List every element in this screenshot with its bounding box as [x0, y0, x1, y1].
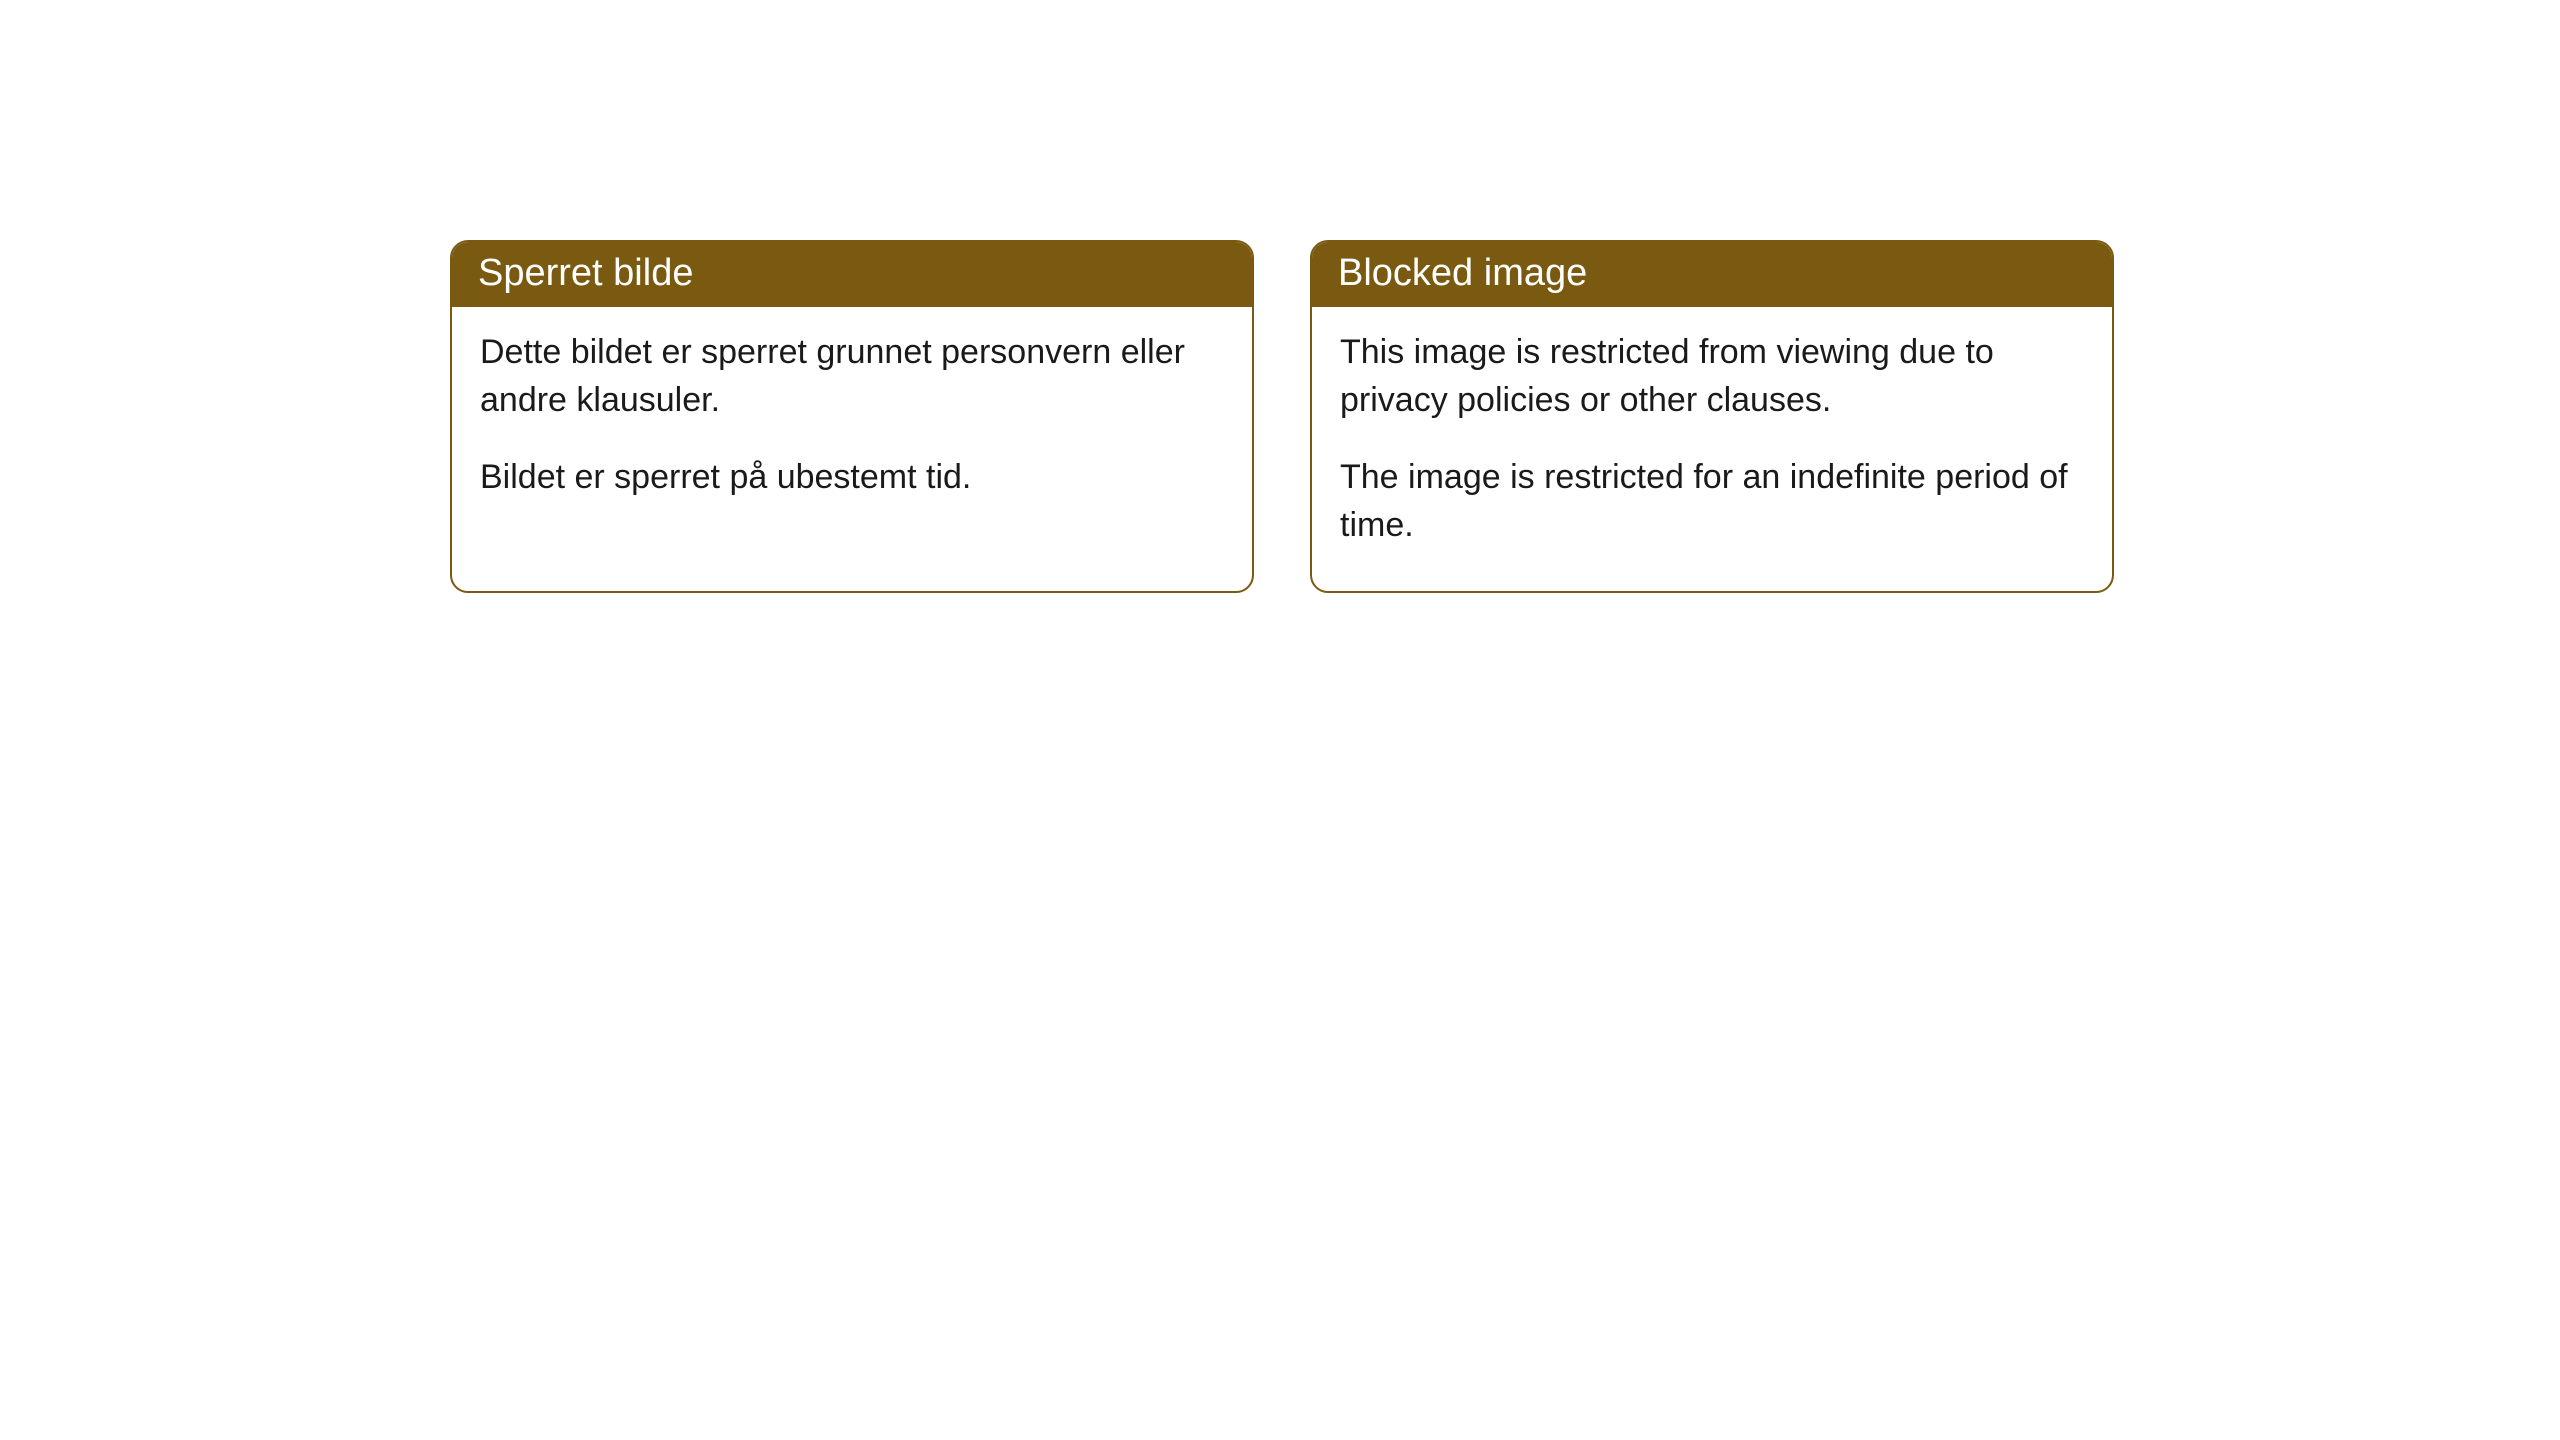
- card-body-english: This image is restricted from viewing du…: [1312, 307, 2112, 591]
- card-title: Sperret bilde: [478, 252, 693, 294]
- card-header-english: Blocked image: [1312, 242, 2112, 307]
- card-paragraph: The image is restricted for an indefinit…: [1340, 454, 2084, 549]
- card-body-norwegian: Dette bildet er sperret grunnet personve…: [452, 307, 1252, 544]
- card-paragraph: This image is restricted from viewing du…: [1340, 329, 2084, 424]
- card-paragraph: Bildet er sperret på ubestemt tid.: [480, 454, 1224, 502]
- notice-card-english: Blocked image This image is restricted f…: [1310, 240, 2114, 593]
- card-paragraph: Dette bildet er sperret grunnet personve…: [480, 329, 1224, 424]
- card-title: Blocked image: [1338, 252, 1587, 294]
- notice-card-norwegian: Sperret bilde Dette bildet er sperret gr…: [450, 240, 1254, 593]
- card-header-norwegian: Sperret bilde: [452, 242, 1252, 307]
- notice-cards-container: Sperret bilde Dette bildet er sperret gr…: [450, 240, 2560, 593]
